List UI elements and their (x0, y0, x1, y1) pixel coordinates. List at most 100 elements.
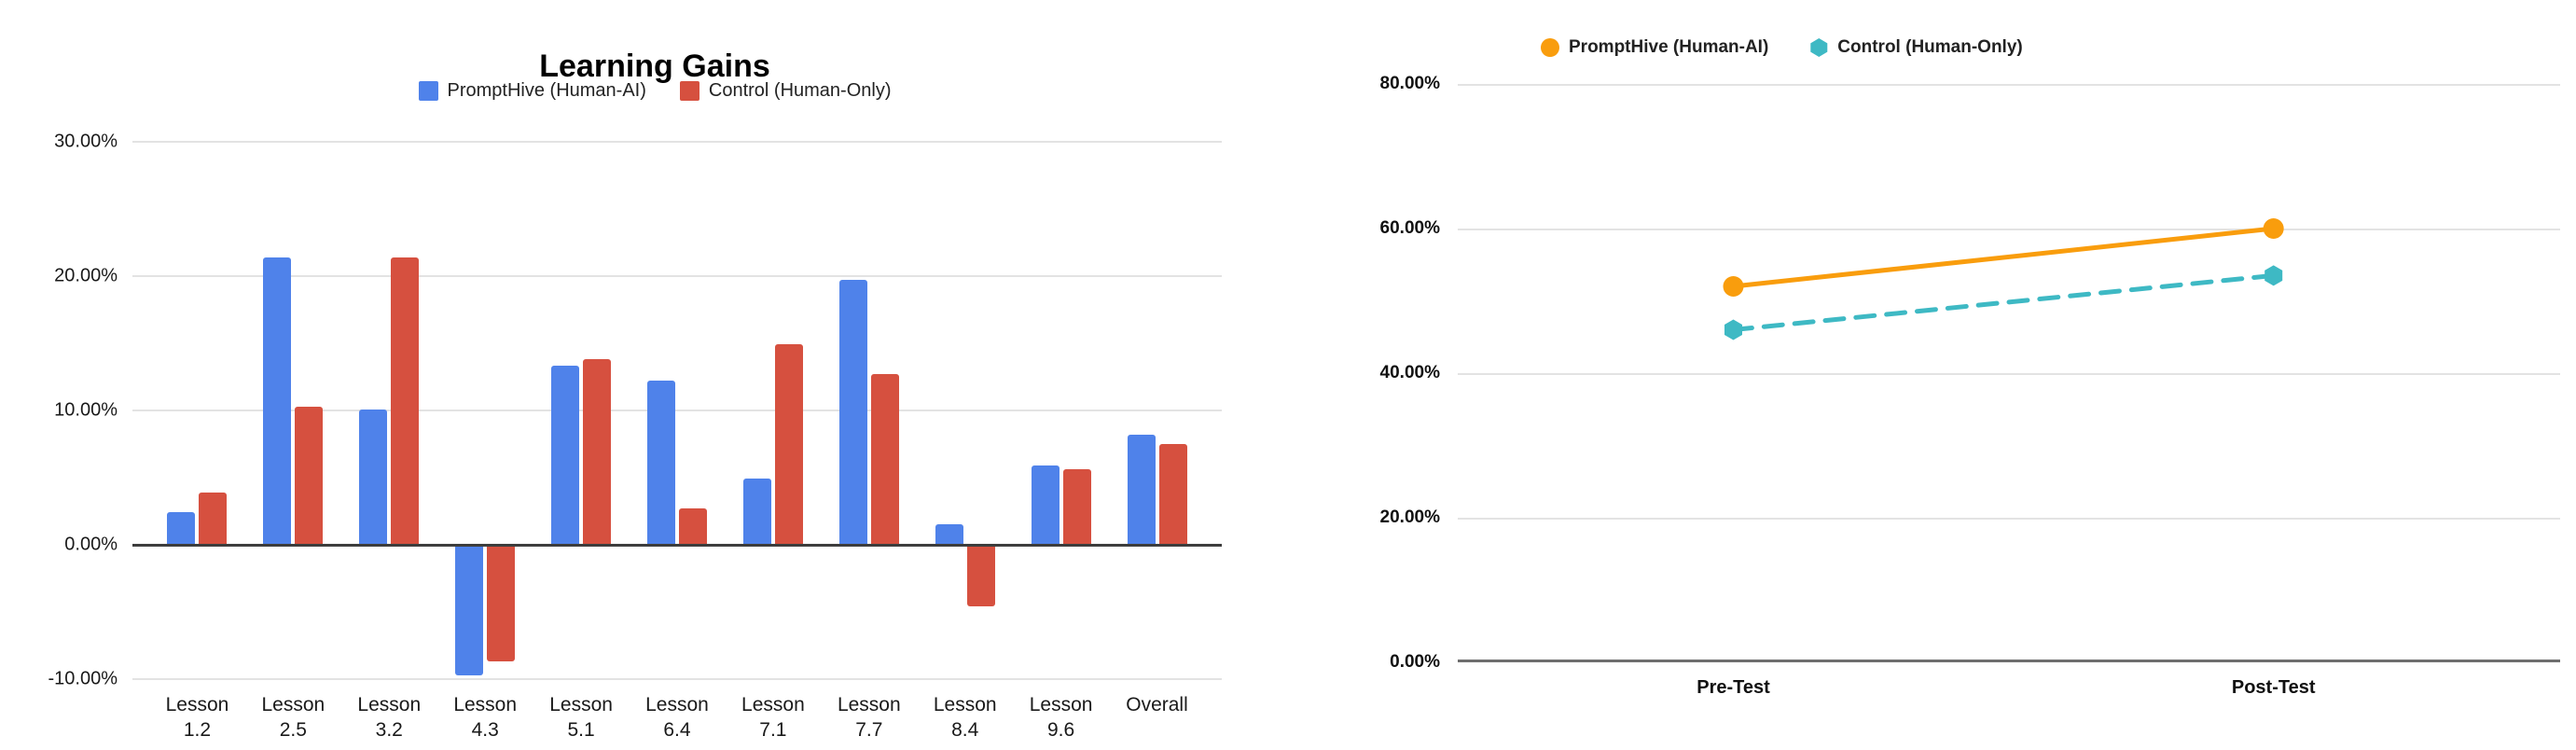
bar (391, 257, 420, 545)
bar (167, 512, 196, 545)
bar (1158, 444, 1187, 545)
line-y-axis-labels: 80.00% 60.00% 40.00% 20.00% 0.00% (1334, 74, 1446, 672)
gridline (132, 678, 1222, 680)
bar-slot (487, 142, 516, 679)
category-band (917, 142, 1013, 679)
bar (295, 406, 324, 545)
line-x-axis-labels: Pre-Test Post-Test (1458, 677, 2560, 711)
bar-series-bands (132, 142, 1222, 679)
category-band (821, 142, 917, 679)
y-tick-label: 0.00% (1390, 652, 1440, 672)
legend-swatch-red (679, 81, 699, 101)
bar-chart-title: Learning Gains (539, 49, 770, 85)
bar-y-axis-labels: 30.00% 20.00% 10.00% 0.00% -10.00% (0, 132, 118, 689)
bar (359, 409, 388, 545)
zero-axis-line (1458, 660, 2560, 662)
line-chart-legend: PromptHive (Human-AI) Control (Human-Onl… (1541, 37, 2023, 58)
bar-slot (870, 142, 899, 679)
category-band (1013, 142, 1109, 679)
legend-dot-teal-hexagon (1810, 38, 1828, 57)
line-series-svg (1723, 218, 2284, 340)
gridline (132, 410, 1222, 411)
legend-item-control: Control (Human-Only) (1809, 37, 2023, 58)
category-band (341, 142, 437, 679)
category-band (533, 142, 630, 679)
bar-slot (774, 142, 803, 679)
x-tick-label: Lesson 5.1 (549, 694, 613, 741)
gridline (1458, 373, 2560, 375)
bar-slot (1031, 142, 1059, 679)
legend-item-prompthive: PromptHive (Human-AI) (1541, 37, 1768, 58)
bar-slot (583, 142, 612, 679)
bar-x-axis-labels: Lesson 1.2 Lesson 2.5 Lesson 3.2 Lesson 4.3 Less… (132, 692, 1222, 743)
data-point (2263, 218, 2284, 239)
bar-slot (1062, 142, 1091, 679)
data-point (1723, 276, 1744, 297)
data-point (2264, 265, 2283, 286)
bar (742, 479, 771, 545)
bar-slot (455, 142, 484, 679)
gridline (1458, 84, 2560, 86)
gridline (132, 141, 1222, 143)
y-tick-label: 60.00% (1379, 218, 1440, 238)
legend-item-prompthive: PromptHive (Human-AI) (418, 80, 646, 102)
y-tick-label: 20.00% (1379, 507, 1440, 527)
gridline (132, 275, 1222, 277)
bar-slot (646, 142, 675, 679)
bar-slot (935, 142, 963, 679)
y-tick-label: -10.00% (48, 668, 118, 689)
bar-slot (678, 142, 707, 679)
y-tick-label: 20.00% (54, 265, 118, 286)
x-tick-label: Lesson 8.4 (933, 694, 997, 741)
bar (455, 545, 484, 675)
series-line (1731, 226, 2277, 289)
category-band (1109, 142, 1205, 679)
gridline (1458, 229, 2560, 230)
bar-slot (838, 142, 867, 679)
y-tick-label: 40.00% (1379, 363, 1440, 382)
x-tick-label: Post-Test (2231, 677, 2316, 698)
bar-slot (167, 142, 196, 679)
legend-swatch-blue (418, 81, 438, 101)
series-line (1731, 272, 2277, 332)
bar-slot (966, 142, 995, 679)
bar (678, 508, 707, 545)
bar (966, 545, 995, 607)
x-tick-label: Lesson 4.3 (453, 694, 518, 741)
bar-slot (263, 142, 292, 679)
legend-label: Control (Human-Only) (1837, 37, 2023, 57)
x-tick-label: Lesson 2.5 (261, 694, 325, 741)
legend-item-control: Control (Human-Only) (679, 80, 892, 102)
legend-label: Control (Human-Only) (708, 80, 892, 101)
y-tick-label: 80.00% (1379, 74, 1440, 93)
category-band (149, 142, 245, 679)
line-plot-area (1458, 84, 2560, 662)
bar-slot (391, 142, 420, 679)
bar-slot (1127, 142, 1156, 679)
bar (487, 545, 516, 662)
bar-slot (742, 142, 771, 679)
bar (583, 359, 612, 545)
y-tick-label: 30.00% (54, 131, 118, 152)
x-tick-label: Lesson 1.2 (165, 694, 229, 741)
bar-chart-card[interactable]: Learning Gains PromptHive (Human-AI) Con… (0, 0, 1254, 750)
x-tick-label: Overall (1126, 694, 1188, 715)
line-chart-card[interactable]: PromptHive (Human-AI) Control (Human-Onl… (1334, 0, 2576, 750)
bar (1127, 434, 1156, 545)
bar-chart-legend: PromptHive (Human-AI) Control (Human-Onl… (86, 80, 1224, 102)
legend-label: PromptHive (Human-AI) (447, 80, 646, 101)
category-band (630, 142, 726, 679)
bar (646, 381, 675, 545)
bar (1062, 469, 1091, 545)
zero-axis-line (132, 543, 1222, 547)
bar-slot (199, 142, 228, 679)
bar (935, 524, 963, 545)
bar (263, 257, 292, 545)
bar-slot (295, 142, 324, 679)
gridline (1458, 518, 2560, 520)
category-band (245, 142, 341, 679)
bar (551, 366, 580, 545)
bar-slot (359, 142, 388, 679)
y-tick-label: 10.00% (54, 399, 118, 421)
